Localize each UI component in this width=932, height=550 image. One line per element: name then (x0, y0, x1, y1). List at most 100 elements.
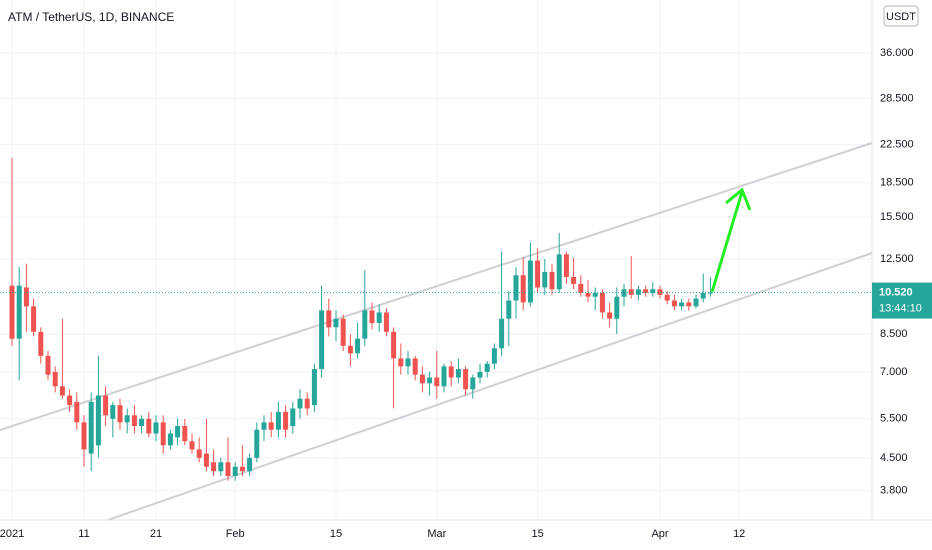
candle-body (146, 418, 152, 434)
candle-body (110, 405, 116, 419)
y-tick-label: 4.500 (880, 452, 908, 464)
y-tick-label: 36.000 (880, 47, 914, 59)
candle-body (513, 275, 519, 301)
candle-body (643, 289, 649, 293)
candle-body (405, 358, 411, 367)
candle-body (67, 395, 73, 406)
candle-body (225, 462, 231, 476)
candle-body (31, 306, 37, 332)
y-tick-label: 18.500 (880, 177, 914, 189)
candle-body (347, 345, 353, 354)
candle-body (434, 377, 440, 387)
candle-body (499, 318, 505, 349)
candle-body (218, 462, 224, 472)
candle-body (283, 411, 289, 430)
candle-body (196, 449, 202, 458)
candle-body (124, 415, 130, 423)
channel-upper (0, 142, 873, 431)
candle-body (139, 418, 145, 427)
arrow (710, 187, 752, 293)
candle-body (578, 283, 584, 293)
candle-body (376, 312, 382, 323)
candle-body (664, 294, 670, 301)
candle-body (527, 260, 533, 303)
candle-body (419, 374, 425, 384)
candle-body (38, 331, 44, 356)
candle-body (74, 401, 80, 423)
candle-body (628, 289, 634, 295)
candle-body (175, 426, 181, 438)
currency-box[interactable] (883, 5, 919, 27)
candle-body (412, 358, 418, 375)
grid (0, 0, 872, 520)
arrow-head (725, 187, 752, 211)
candle-body (311, 369, 317, 406)
candle-body (319, 310, 325, 370)
candle-body (268, 422, 274, 430)
y-tick-label: 8.500 (880, 328, 908, 340)
y-tick-label: 5.500 (880, 413, 908, 425)
candle-body (81, 422, 87, 450)
candle-body (463, 369, 469, 390)
y-tick-label: 28.500 (880, 93, 914, 105)
candle-body (535, 260, 541, 288)
candle-body (239, 466, 245, 472)
candle-body (160, 422, 166, 446)
candle-body (700, 292, 706, 299)
candle-body (383, 312, 389, 332)
candle-body (686, 302, 692, 307)
candle-body (391, 331, 397, 359)
candle-body (131, 415, 137, 427)
candle-body (333, 318, 339, 328)
candle-body (275, 411, 281, 430)
candle-body (398, 358, 404, 367)
candle-body (167, 433, 173, 446)
candle-body (592, 292, 598, 297)
candle-body (153, 422, 159, 434)
candle-body (203, 453, 209, 467)
candle-body (657, 289, 663, 295)
candle-body (254, 429, 260, 458)
x-tick-label: 15 (330, 528, 342, 540)
candle-body (707, 292, 713, 294)
candle-body (549, 271, 555, 290)
candle-body (369, 310, 375, 323)
candle-body (599, 292, 605, 313)
x-tick-label: 15 (531, 528, 543, 540)
chart-title: ATM / TetherUS, 1D, BINANCE (8, 10, 174, 24)
candle-body (355, 338, 361, 354)
candle-body (59, 386, 65, 396)
candle-body (520, 275, 526, 303)
candle-body (614, 296, 620, 319)
candle-body (340, 318, 346, 346)
x-tick-label: 12 (733, 528, 745, 540)
x-tick-label: 21 (150, 528, 162, 540)
y-tick-label: 3.800 (880, 485, 908, 497)
candles (9, 158, 713, 481)
candle-body (117, 405, 123, 423)
y-tick-label: 12.500 (880, 253, 914, 265)
x-tick-label: Apr (651, 528, 668, 540)
candle-body (88, 401, 94, 454)
candle-body (211, 462, 217, 472)
candle-body (52, 371, 58, 387)
candle-body (441, 366, 447, 387)
candle-body (679, 302, 685, 307)
candle-body (182, 426, 188, 442)
price-axis (872, 0, 932, 520)
x-tick-label: 11 (78, 528, 89, 540)
candle-body (23, 287, 29, 307)
candle-body (261, 422, 267, 430)
candle-body (232, 466, 238, 476)
y-tick-label: 15.500 (880, 211, 914, 223)
candle-body (571, 276, 577, 284)
candle-body (556, 254, 562, 290)
candle-body (247, 457, 253, 472)
candle-body (650, 289, 656, 293)
x-tick-label: Mar (427, 528, 446, 540)
last-price-box (872, 282, 932, 319)
currency[interactable]: USDT (886, 11, 916, 23)
x-tick-label: Feb (226, 528, 245, 540)
countdown: 13:44:10 (879, 302, 922, 314)
